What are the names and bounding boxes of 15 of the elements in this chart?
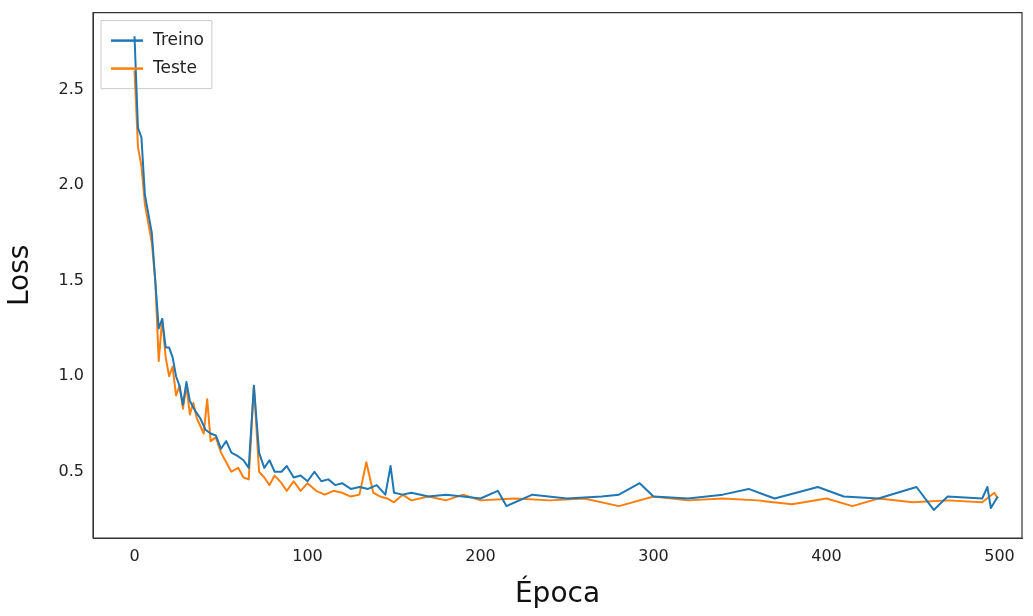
y-tick-label: 0.5 bbox=[58, 460, 84, 480]
y-tick-label: 2.0 bbox=[58, 174, 84, 194]
x-tick-label: 100 bbox=[292, 545, 323, 565]
x-tick-label: 200 bbox=[465, 545, 496, 565]
y-tick-label: 1.5 bbox=[58, 269, 84, 289]
legend-label: Teste bbox=[152, 57, 197, 78]
y-tick-label: 1.0 bbox=[58, 365, 84, 385]
x-tick-label: 300 bbox=[638, 545, 669, 565]
x-tick-label: 500 bbox=[984, 545, 1015, 565]
x-axis-title: Época bbox=[514, 575, 601, 610]
y-tick-label: 2.5 bbox=[58, 78, 84, 98]
legend-label: Treino bbox=[152, 29, 204, 50]
y-axis-title: Loss bbox=[2, 244, 36, 307]
x-tick-label: 400 bbox=[811, 545, 842, 565]
x-tick-label: 0 bbox=[129, 545, 140, 565]
